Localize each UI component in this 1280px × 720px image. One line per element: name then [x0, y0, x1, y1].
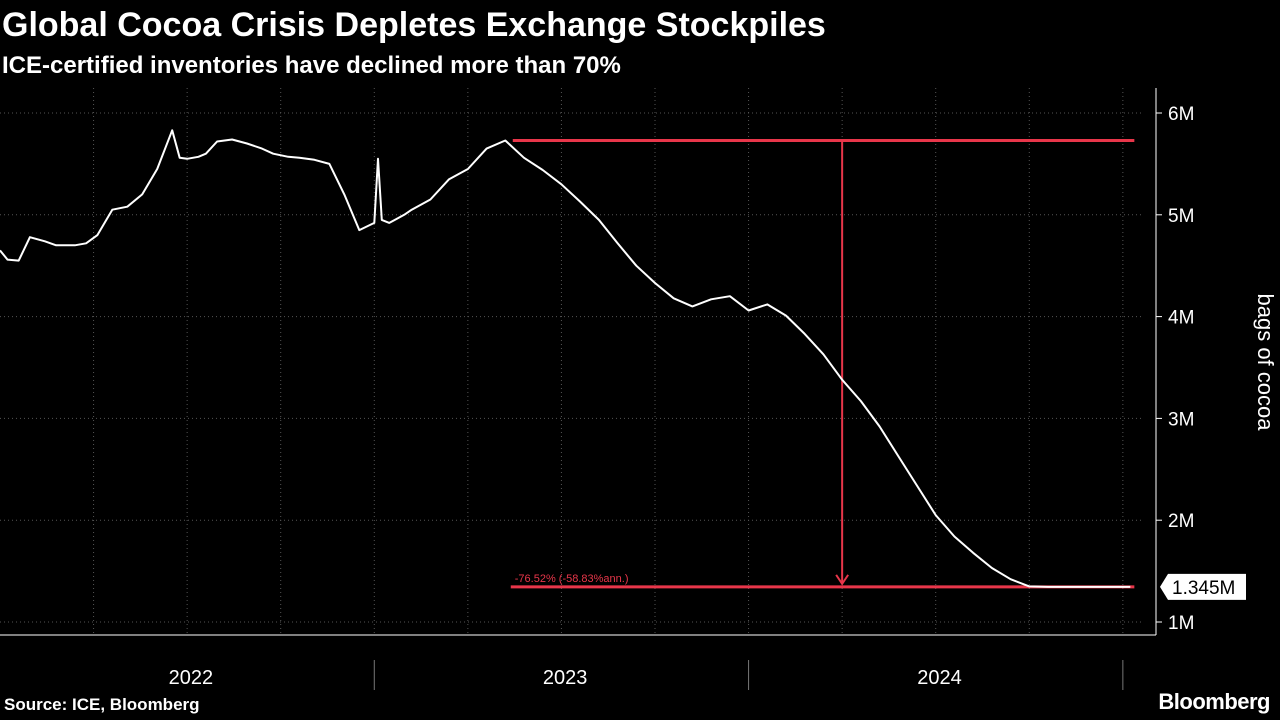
last-value-label: 1.345M	[1172, 578, 1235, 599]
chart-title: Global Cocoa Crisis Depletes Exchange St…	[2, 6, 826, 44]
bloomberg-logo: Bloomberg	[1158, 689, 1270, 714]
axes	[0, 88, 1162, 690]
labels: 1M 2M 3M 4M 5M 6M 2022 2023 2024 bags of cocoa 1.3…	[169, 104, 1278, 689]
y-tick-label: 3M	[1168, 409, 1194, 430]
last-value-badge	[1160, 573, 1246, 600]
decline-arrow-head	[835, 574, 849, 586]
decline-percent-label: -76.52% (-58.83%ann.)	[515, 573, 629, 585]
gridlines	[0, 88, 1142, 635]
series-line-inventories	[0, 129, 1131, 588]
series	[0, 129, 1131, 588]
source-note: Source: ICE, Bloomberg	[4, 695, 200, 714]
chart-subtitle: ICE-certified inventories have declined …	[2, 52, 621, 79]
y-axis-title: bags of cocoa	[1253, 294, 1278, 432]
y-tick-label: 5M	[1168, 206, 1194, 227]
x-tick-label: 2024	[917, 667, 962, 689]
y-tick-label: 1M	[1168, 613, 1194, 634]
x-tick-label: 2022	[169, 667, 214, 689]
x-tick-label: 2023	[543, 667, 588, 689]
y-tick-label: 4M	[1168, 308, 1194, 329]
y-tick-label: 6M	[1168, 104, 1194, 125]
y-tick-label: 2M	[1168, 511, 1194, 532]
